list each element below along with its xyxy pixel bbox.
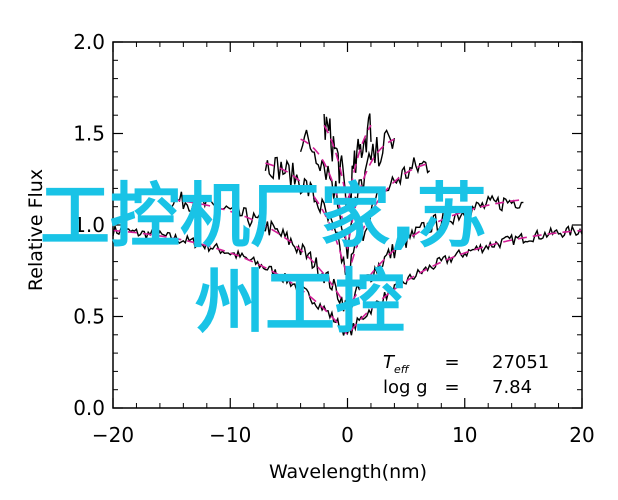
observed-spectrum-5	[323, 113, 372, 211]
teff-equals: =	[444, 352, 459, 373]
x-axis-ticks: −20 −10 0 10 20	[92, 42, 595, 447]
model-spectrum-1	[112, 229, 583, 337]
watermark-line-2: 州工控	[195, 261, 405, 343]
teff-subscript: eff	[394, 363, 410, 376]
watermark-line-1: 工控机厂家,苏	[40, 175, 487, 257]
observed-spectrum-1	[112, 224, 583, 336]
y-tick-label: 1.5	[73, 122, 105, 146]
x-tick-label: 20	[569, 423, 594, 447]
model-spectrum-5	[323, 124, 372, 207]
teff-annotation: Teff = 27051	[383, 352, 549, 376]
logg-annotation: log g = 7.84	[383, 377, 532, 398]
y-tick-label: 0.5	[73, 305, 105, 329]
logg-label: log g	[383, 377, 428, 398]
logg-equals: =	[444, 377, 459, 398]
teff-value: 27051	[492, 352, 549, 373]
x-tick-label: −10	[209, 423, 251, 447]
teff-label: T	[383, 352, 396, 373]
y-axis-ticks: 0.0 0.5 1.0 1.5 2.0	[73, 30, 582, 420]
model-spectrum-2	[171, 198, 524, 311]
y-tick-label: 0.0	[73, 396, 105, 420]
y-tick-label: 2.0	[73, 30, 105, 54]
x-axis-label: Wavelength(nm)	[269, 461, 427, 483]
svg-text:Teff: Teff	[383, 352, 410, 376]
x-tick-label: 0	[341, 423, 354, 447]
x-tick-label: 10	[452, 423, 477, 447]
model-spectrum-3	[265, 162, 430, 282]
spectra-group	[112, 113, 583, 337]
observed-spectrum-2	[171, 191, 524, 312]
y-tick-label: 1.0	[73, 213, 105, 237]
observed-spectrum-3	[264, 156, 431, 280]
observed-spectrum-4	[299, 129, 396, 259]
x-tick-label: −20	[92, 423, 134, 447]
logg-value: 7.84	[492, 377, 532, 398]
y-axis-label: Relative Flux	[25, 169, 47, 291]
model-spectrum-4	[300, 138, 395, 249]
